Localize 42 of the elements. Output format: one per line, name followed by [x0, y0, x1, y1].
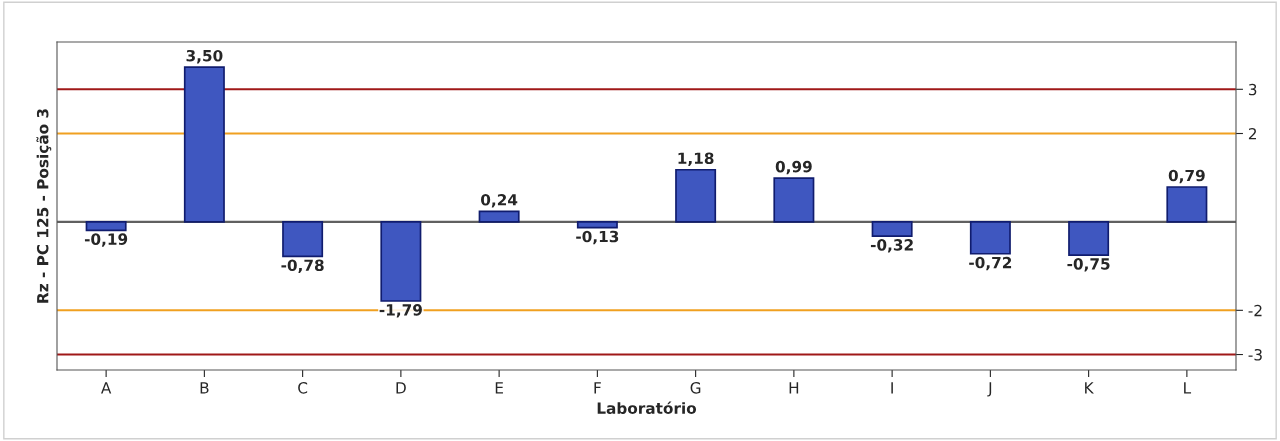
bar: [871, 221, 913, 237]
x-tick-label: A: [101, 382, 112, 394]
y-tick-label: -2: [1248, 304, 1262, 317]
data-label: 0,24: [481, 194, 518, 208]
bar: [183, 66, 225, 223]
data-label: -1,79: [379, 304, 422, 318]
bar: [380, 221, 422, 302]
y-tick-label: 2: [1248, 127, 1256, 140]
x-tick-label: K: [1085, 382, 1094, 394]
data-label: -0,72: [969, 256, 1012, 271]
bar: [773, 177, 815, 223]
bar: [478, 210, 520, 223]
data-label: -0,13: [576, 230, 619, 245]
data-label: 3,50: [186, 49, 223, 64]
data-label: -0,19: [84, 233, 128, 247]
x-axis-title: Laboratório: [597, 401, 697, 414]
data-label: -0,75: [1067, 258, 1110, 272]
y-tick-label: 3: [1248, 83, 1257, 96]
data-label: 0,79: [1168, 169, 1205, 184]
x-tick-label: I: [891, 382, 893, 394]
x-tick-label: H: [789, 382, 799, 394]
bar: [1068, 221, 1110, 256]
x-tick-label: C: [298, 382, 308, 394]
bar: [969, 221, 1011, 255]
data-label: 1,18: [678, 152, 714, 166]
x-tick-label: E: [495, 382, 503, 394]
x-tick-label: F: [594, 382, 601, 394]
x-tick-label: L: [1184, 382, 1192, 394]
bar: [1166, 186, 1208, 223]
bar: [675, 168, 717, 223]
bar: [85, 221, 127, 232]
bar: [282, 221, 324, 258]
data-label: 0,99: [775, 160, 812, 175]
x-tick-label: D: [396, 382, 406, 394]
data-label: -0,78: [281, 259, 324, 273]
x-tick-label: B: [200, 382, 209, 394]
y-tick-label: -3: [1248, 348, 1262, 361]
y-axis-title: Rz - PC 125 - Posição 3: [36, 109, 52, 303]
x-tick-label: J: [987, 382, 992, 397]
bar: [576, 221, 618, 229]
data-label: -0,32: [870, 239, 913, 253]
x-tick-label: G: [690, 382, 701, 394]
